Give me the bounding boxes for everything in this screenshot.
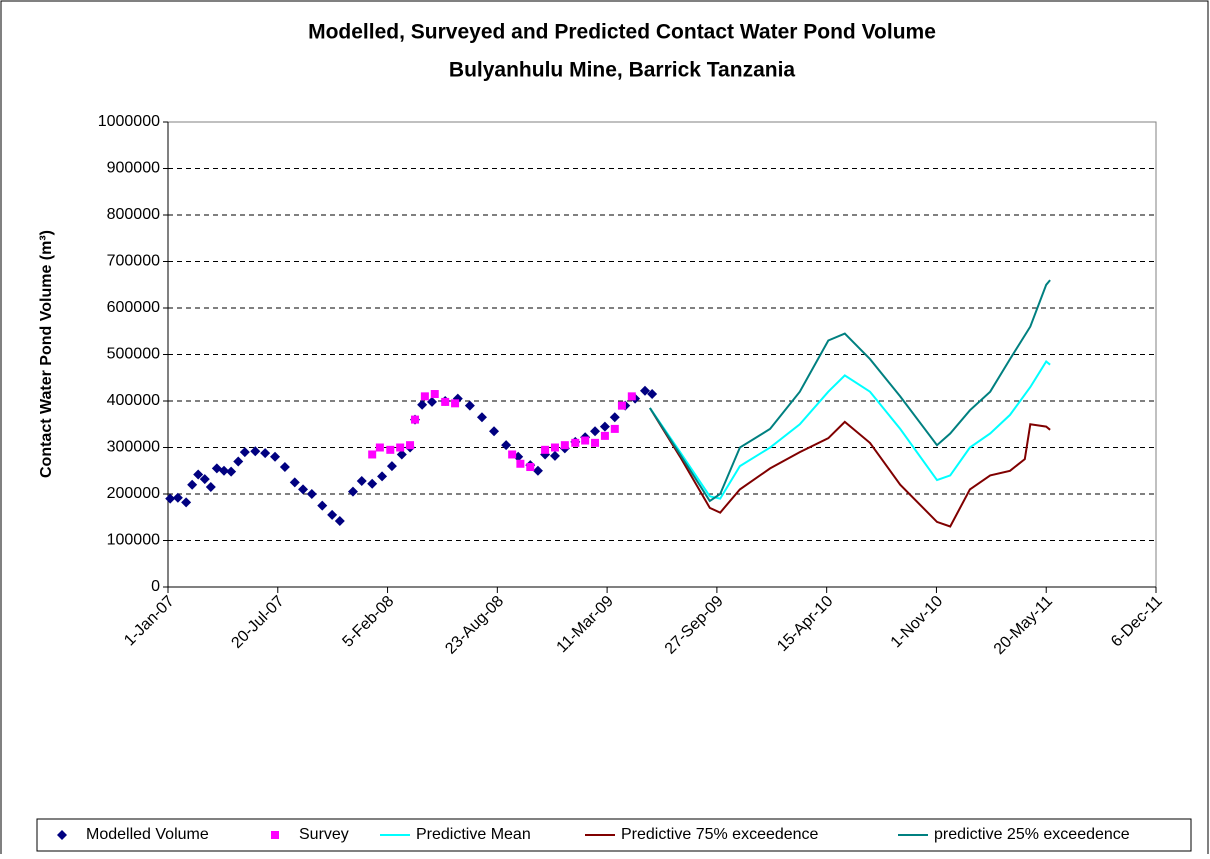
- data-point: [233, 456, 244, 467]
- data-point: [406, 441, 415, 450]
- data-point: [489, 426, 500, 437]
- data-point: [181, 497, 192, 508]
- data-point: [550, 443, 559, 452]
- data-point: [298, 484, 309, 495]
- y-tick-label: 100000: [107, 532, 160, 549]
- series-line: [649, 360, 1051, 500]
- y-tick-label: 800000: [107, 206, 160, 223]
- data-point: [260, 448, 271, 459]
- data-point: [476, 412, 487, 423]
- legend-swatch: [271, 831, 279, 839]
- legend-label: predictive 25% exceedence: [934, 826, 1130, 843]
- data-point: [279, 462, 290, 473]
- data-point: [590, 426, 601, 437]
- data-point: [377, 471, 388, 482]
- data-point: [549, 450, 560, 461]
- data-point: [617, 401, 626, 410]
- data-point: [609, 412, 620, 423]
- data-point: [647, 389, 658, 400]
- data-point: [239, 447, 250, 458]
- data-point: [386, 445, 395, 454]
- data-point: [526, 463, 535, 472]
- series-line: [649, 407, 1051, 528]
- data-point: [532, 465, 543, 476]
- data-point: [165, 493, 176, 504]
- data-point: [571, 438, 580, 447]
- data-point: [187, 479, 198, 490]
- data-point: [610, 424, 619, 433]
- data-point: [591, 438, 600, 447]
- data-point: [417, 399, 428, 410]
- y-tick-label: 300000: [107, 439, 160, 456]
- y-tick-label: 0: [151, 578, 160, 595]
- data-point: [430, 390, 439, 399]
- data-point: [581, 436, 590, 445]
- data-point: [218, 465, 229, 476]
- data-point: [411, 415, 419, 424]
- data-point: [541, 445, 550, 454]
- y-tick-label: 400000: [107, 392, 160, 409]
- y-tick-label: 200000: [107, 485, 160, 502]
- data-point: [306, 489, 317, 499]
- y-tick-label: 500000: [107, 346, 160, 363]
- data-point: [347, 486, 358, 497]
- data-point: [396, 443, 405, 452]
- legend-label: Modelled Volume: [86, 826, 209, 843]
- data-point: [427, 396, 438, 407]
- data-point: [270, 451, 281, 462]
- data-point: [367, 478, 378, 489]
- data-point: [396, 449, 407, 460]
- y-tick-label: 1000000: [98, 113, 160, 130]
- data-point: [508, 450, 517, 459]
- data-point: [600, 431, 609, 440]
- series-line: [649, 279, 1051, 503]
- chart-title: Modelled, Surveyed and Predicted Contact…: [308, 21, 936, 44]
- data-point: [386, 461, 397, 472]
- data-point: [193, 469, 204, 480]
- data-point: [464, 400, 475, 411]
- data-point: [199, 474, 210, 485]
- data-point: [205, 482, 216, 493]
- chart-subtitle: Bulyanhulu Mine, Barrick Tanzania: [449, 59, 796, 82]
- data-point: [375, 443, 384, 452]
- data-point: [451, 399, 460, 408]
- data-point: [172, 492, 183, 503]
- legend-label: Predictive Mean: [416, 826, 531, 843]
- legend-swatch: [57, 830, 67, 840]
- data-point: [368, 450, 377, 459]
- data-point: [250, 446, 261, 457]
- y-tick-label: 700000: [107, 253, 160, 270]
- y-axis-label: Contact Water Pond Volume (m³): [38, 230, 55, 478]
- y-tick-label: 600000: [107, 299, 160, 316]
- data-point: [420, 392, 429, 401]
- data-point: [317, 500, 328, 511]
- data-point: [516, 459, 525, 468]
- data-point: [560, 441, 569, 450]
- data-point: [327, 509, 338, 520]
- data-point: [627, 392, 636, 401]
- data-point: [501, 440, 512, 451]
- y-tick-label: 900000: [107, 160, 160, 177]
- data-point: [356, 475, 367, 486]
- legend-label: Survey: [299, 826, 349, 843]
- data-point: [334, 515, 345, 526]
- data-point: [441, 397, 450, 406]
- data-point: [289, 477, 300, 488]
- data-point: [599, 421, 610, 432]
- legend-label: Predictive 75% exceedence: [621, 826, 819, 843]
- data-point: [639, 385, 650, 396]
- data-point: [226, 466, 237, 477]
